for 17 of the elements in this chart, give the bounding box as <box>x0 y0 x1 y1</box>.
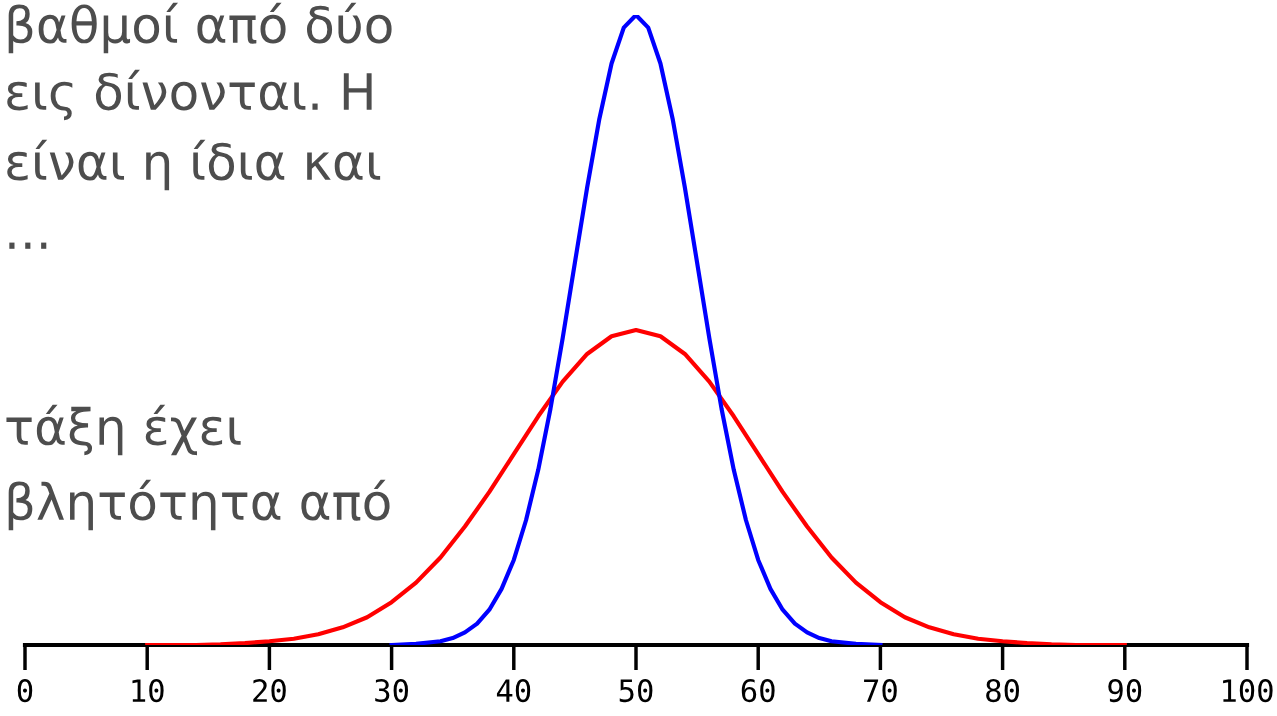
annotation: τάξη έχει <box>6 404 241 456</box>
annotation: βλητότητα από <box>8 479 390 531</box>
annotation: βαθμοί από δύο <box>8 2 392 54</box>
x-tick-label: 20 <box>253 679 286 703</box>
x-tick-label: 90 <box>1108 679 1142 703</box>
x-tick-label: 80 <box>986 679 1020 703</box>
annotation: εις δίνονται. Η <box>7 69 372 121</box>
x-tick-label: 0 <box>17 679 33 703</box>
x-tick-label: 10 <box>132 679 164 703</box>
x-tick-label: 30 <box>375 679 409 703</box>
x-tick-label: 70 <box>864 679 897 703</box>
x-tick-label: 100 <box>1223 679 1273 703</box>
x-tick-label: 60 <box>741 679 775 703</box>
annotation: ... <box>9 242 47 249</box>
x-tick-label: 40 <box>496 679 531 703</box>
annotation: είναι η ίδια και <box>7 139 381 191</box>
x-tick-label: 50 <box>619 679 653 703</box>
